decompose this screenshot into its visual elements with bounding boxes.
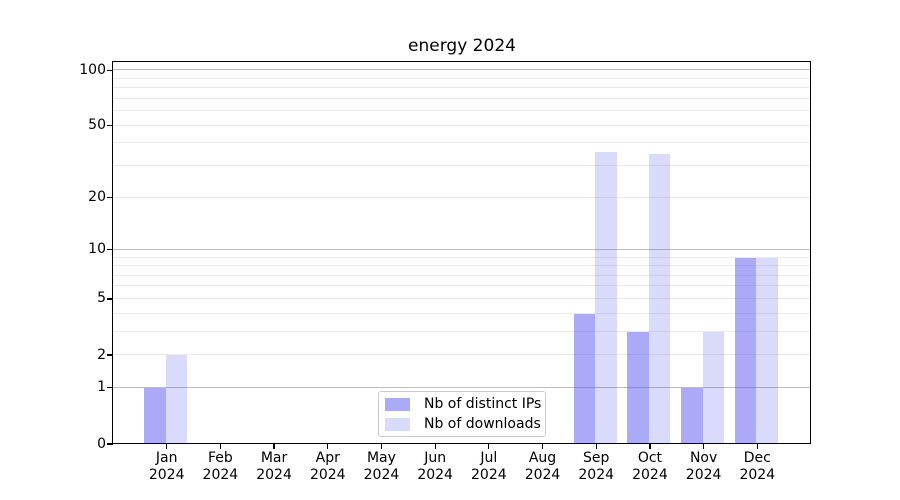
- minor-gridline: [113, 312, 810, 314]
- y-tick-label: 50: [88, 117, 106, 134]
- x-tick-year: 2024: [685, 467, 722, 483]
- x-tick-mark: [273, 444, 275, 449]
- y-tick-label: 0: [97, 435, 106, 452]
- x-tick-label-apr: Apr 2024: [296, 450, 360, 484]
- legend-item-downloads: Nb of downloads: [385, 416, 541, 432]
- minor-gridline: [113, 297, 810, 299]
- major-gridline: [113, 69, 810, 71]
- y-tick-label: 10: [88, 241, 106, 258]
- legend-swatch-downloads: [385, 417, 410, 431]
- y-tick-mark: [107, 298, 113, 300]
- x-tick-mark: [595, 444, 597, 449]
- minor-gridline: [113, 110, 810, 112]
- minor-gridline: [113, 256, 810, 258]
- y-tick-mark: [107, 69, 113, 71]
- x-tick-year: 2024: [739, 467, 776, 483]
- minor-gridline: [113, 330, 810, 332]
- x-tick-mark: [541, 444, 544, 449]
- y-tick-mark: [107, 249, 113, 251]
- bar-nb-of-distinct-ips-oct: [627, 331, 649, 443]
- x-tick-label-jun: Jun 2024: [403, 450, 467, 484]
- minor-gridline: [113, 285, 810, 287]
- y-tick-label: 20: [88, 189, 106, 206]
- x-tick-year: 2024: [578, 467, 615, 483]
- x-tick-year: 2024: [632, 467, 668, 483]
- x-tick-label-may: May 2024: [349, 450, 413, 484]
- x-tick-mark: [380, 444, 383, 449]
- x-tick-label-dec: Dec 2024: [725, 450, 789, 484]
- legend-swatch-distinct-ips: [385, 397, 410, 411]
- x-tick-mark: [488, 444, 490, 449]
- y-tick-mark: [107, 125, 113, 127]
- bar-nb-of-distinct-ips-sep: [573, 313, 596, 443]
- x-tick-mark: [756, 444, 758, 449]
- y-tick-label: 5: [97, 290, 106, 307]
- major-gridline: [113, 386, 810, 388]
- x-tick-label-oct: Oct 2024: [618, 450, 682, 484]
- minor-gridline: [113, 124, 810, 126]
- minor-gridline: [113, 164, 810, 166]
- x-tick-year: 2024: [524, 467, 561, 483]
- x-tick-mark: [649, 444, 651, 449]
- bar-nb-of-downloads-jan: [165, 355, 188, 443]
- legend: Nb of distinct IPs Nb of downloads: [378, 391, 546, 437]
- y-tick-mark: [107, 196, 113, 199]
- x-tick-label-nov: Nov 2024: [672, 450, 736, 484]
- x-tick-mark: [703, 444, 705, 449]
- x-tick-label-sep: Sep 2024: [564, 450, 628, 484]
- x-tick-year: 2024: [202, 467, 239, 483]
- chart-title: energy 2024: [408, 36, 516, 56]
- x-tick-year: 2024: [363, 467, 400, 483]
- y-tick-mark: [107, 443, 113, 445]
- minor-gridline: [113, 87, 810, 89]
- minor-gridline: [113, 354, 810, 356]
- y-tick-label: 100: [79, 61, 106, 78]
- x-tick-label-mar: Mar 2024: [242, 450, 306, 484]
- x-tick-mark: [327, 444, 329, 449]
- x-tick-mark: [166, 444, 168, 449]
- y-tick-label: 2: [97, 346, 106, 363]
- x-tick-mark: [434, 444, 436, 449]
- x-tick-year: 2024: [417, 467, 453, 483]
- minor-gridline: [113, 274, 810, 276]
- x-tick-year: 2024: [309, 467, 346, 483]
- x-tick-year: 2024: [256, 467, 292, 483]
- minor-gridline: [113, 196, 810, 198]
- legend-label-distinct-ips: Nb of distinct IPs: [424, 396, 542, 412]
- bar-nb-of-distinct-ips-dec: [734, 257, 757, 443]
- minor-gridline: [113, 77, 810, 79]
- y-tick-mark: [107, 387, 113, 389]
- bar-nb-of-distinct-ips-nov: [681, 388, 703, 443]
- x-tick-year: 2024: [148, 467, 185, 483]
- bar-nb-of-downloads-dec: [756, 257, 778, 443]
- bar-nb-of-distinct-ips-jan: [144, 388, 166, 443]
- y-tick-mark: [107, 354, 113, 356]
- minor-gridline: [113, 142, 810, 144]
- x-tick-year: 2024: [471, 467, 507, 483]
- major-gridline: [113, 248, 810, 250]
- x-tick-label-feb: Feb 2024: [188, 450, 252, 484]
- minor-gridline: [113, 265, 810, 267]
- y-tick-label: 1: [97, 379, 106, 396]
- x-tick-mark: [219, 444, 221, 449]
- bar-nb-of-downloads-nov: [702, 331, 725, 443]
- x-tick-label-aug: Aug 2024: [511, 450, 575, 484]
- bar-nb-of-downloads-sep: [595, 151, 617, 443]
- legend-item-distinct-ips: Nb of distinct IPs: [385, 396, 542, 412]
- x-tick-label-jan: Jan 2024: [135, 450, 199, 484]
- legend-label-downloads: Nb of downloads: [424, 416, 541, 432]
- minor-gridline: [113, 97, 810, 99]
- bar-nb-of-downloads-oct: [648, 154, 671, 443]
- x-tick-label-jul: Jul 2024: [457, 450, 521, 484]
- plot-area: [112, 61, 811, 444]
